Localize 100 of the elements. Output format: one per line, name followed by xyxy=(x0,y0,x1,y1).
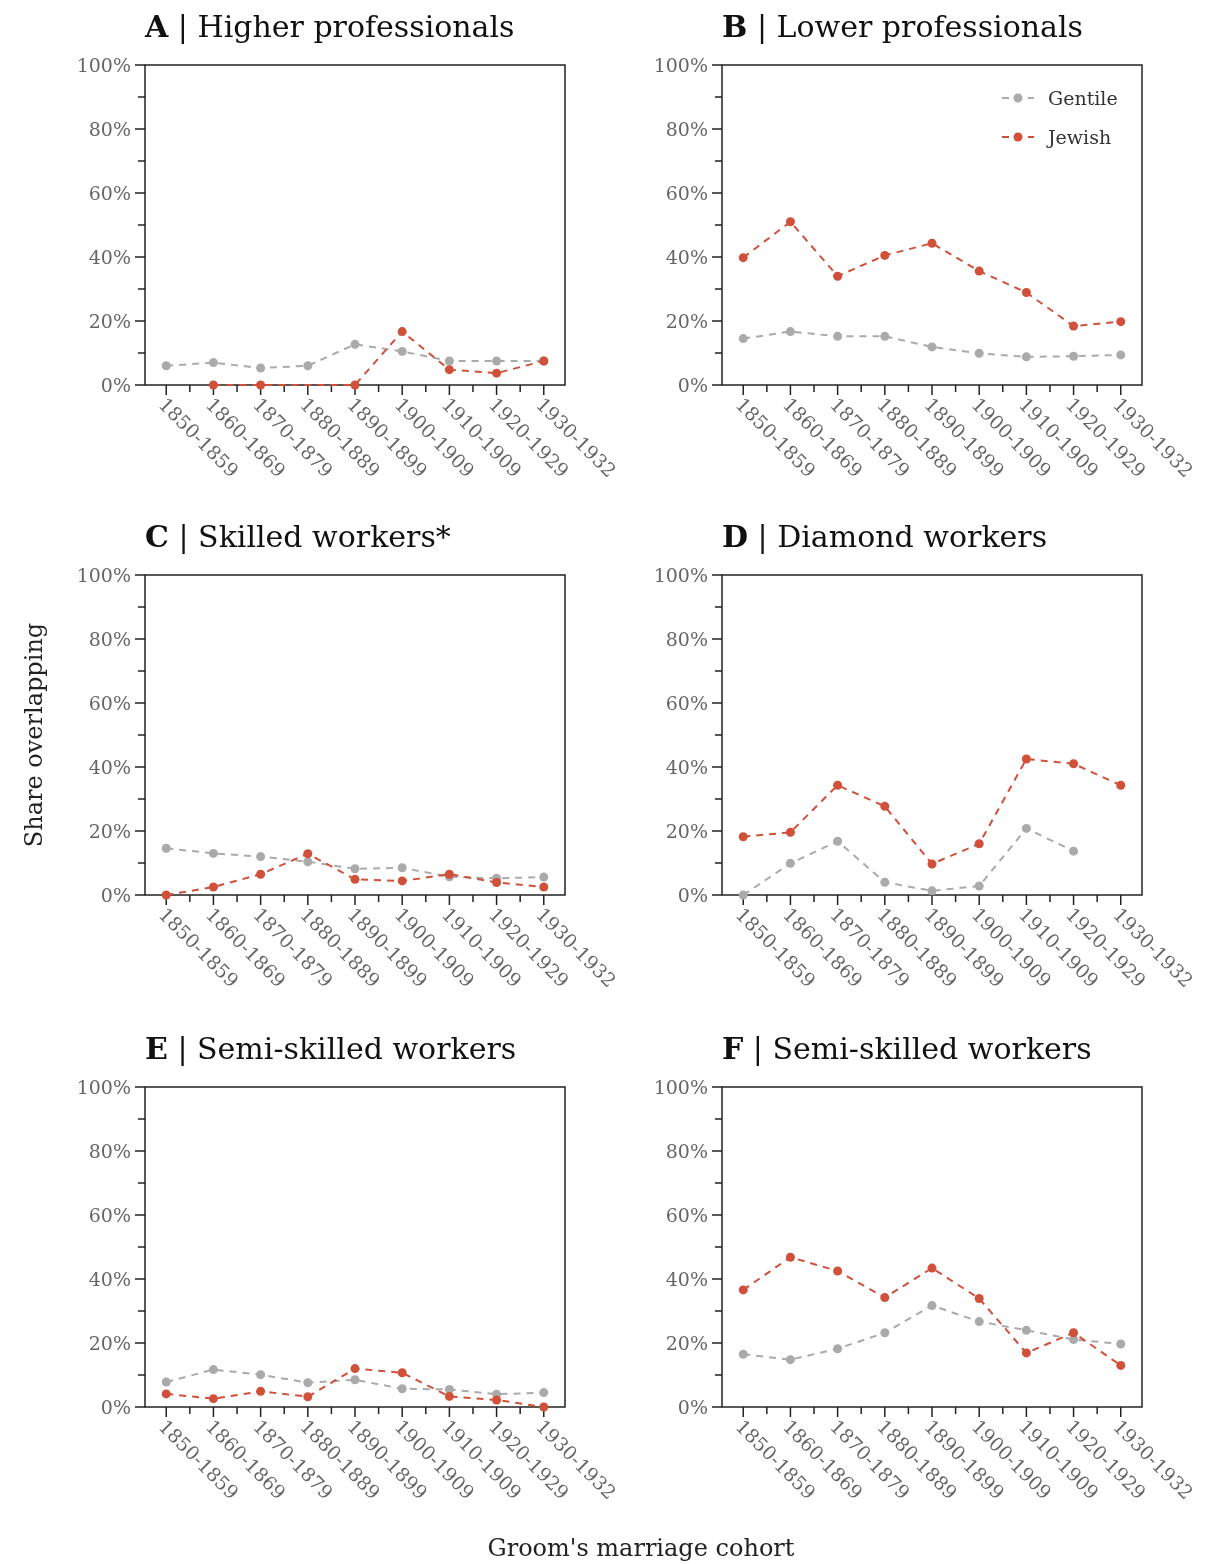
y-tick-label: 40% xyxy=(88,1267,131,1290)
point xyxy=(1021,1325,1031,1335)
point xyxy=(1069,321,1079,331)
y-tick-label: 80% xyxy=(665,1139,708,1162)
y-tick-label: 20% xyxy=(88,309,131,332)
chart-title: C | Skilled workers* xyxy=(145,519,451,554)
point xyxy=(1021,1348,1031,1358)
point xyxy=(397,863,407,873)
point xyxy=(256,363,266,373)
point xyxy=(738,334,748,344)
point xyxy=(785,1355,795,1365)
point xyxy=(161,890,171,900)
y-tick-label: 60% xyxy=(665,1203,708,1226)
point xyxy=(880,250,890,260)
point xyxy=(927,238,937,248)
point xyxy=(927,886,937,896)
point xyxy=(880,1293,890,1303)
point xyxy=(974,1317,984,1327)
point xyxy=(738,253,748,263)
point xyxy=(303,849,313,859)
y-axis-title: Share overlapping xyxy=(20,622,48,848)
point xyxy=(738,890,748,900)
point xyxy=(880,331,890,341)
y-tick-label: 80% xyxy=(665,117,708,140)
point xyxy=(927,859,937,869)
y-tick-label: 40% xyxy=(665,1267,708,1290)
point xyxy=(833,780,843,790)
point xyxy=(974,1294,984,1304)
point xyxy=(1069,759,1079,769)
point xyxy=(397,876,407,886)
y-tick-label: 20% xyxy=(665,1331,708,1354)
point xyxy=(303,857,313,867)
y-tick-label: 20% xyxy=(665,819,708,842)
y-tick-label: 100% xyxy=(76,53,131,76)
y-tick-label: 60% xyxy=(665,181,708,204)
point xyxy=(833,1266,843,1276)
point xyxy=(1021,352,1031,362)
y-tick-label: 100% xyxy=(653,563,708,586)
point xyxy=(1069,1328,1079,1338)
y-tick-label: 80% xyxy=(88,1139,131,1162)
point xyxy=(256,1386,266,1396)
y-tick-label: 40% xyxy=(88,245,131,268)
point xyxy=(350,874,360,884)
point xyxy=(785,327,795,337)
point xyxy=(833,836,843,846)
y-tick-label: 100% xyxy=(76,1075,131,1098)
point xyxy=(303,361,313,371)
point xyxy=(444,1391,454,1401)
point xyxy=(161,843,171,853)
point xyxy=(208,358,218,368)
y-tick-label: 100% xyxy=(653,53,708,76)
y-tick-label: 100% xyxy=(653,1075,708,1098)
point xyxy=(256,1370,266,1380)
y-tick-label: 80% xyxy=(665,627,708,650)
point xyxy=(1116,317,1126,327)
point xyxy=(492,356,502,366)
y-tick-label: 0% xyxy=(677,883,708,906)
point xyxy=(350,339,360,349)
point xyxy=(492,1395,502,1405)
point xyxy=(974,839,984,849)
point xyxy=(397,327,407,337)
point xyxy=(208,882,218,892)
y-tick-label: 100% xyxy=(76,563,131,586)
point xyxy=(1116,350,1126,360)
chart-title: B | Lower professionals xyxy=(722,9,1083,44)
point xyxy=(397,1368,407,1378)
point xyxy=(974,881,984,891)
legend-label: Gentile xyxy=(1048,86,1118,109)
point xyxy=(492,368,502,378)
point xyxy=(208,848,218,858)
point xyxy=(1021,288,1031,298)
point xyxy=(397,1384,407,1394)
y-tick-label: 40% xyxy=(665,755,708,778)
y-tick-label: 40% xyxy=(88,755,131,778)
point xyxy=(256,380,266,390)
point xyxy=(880,801,890,811)
chart-title: D | Diamond workers xyxy=(722,519,1048,554)
y-tick-label: 0% xyxy=(100,883,131,906)
y-tick-label: 60% xyxy=(88,1203,131,1226)
y-tick-label: 0% xyxy=(100,1395,131,1418)
point xyxy=(1069,351,1079,361)
point xyxy=(738,1349,748,1359)
chart-title: F | Semi-skilled workers xyxy=(722,1031,1092,1066)
point xyxy=(208,1394,218,1404)
point xyxy=(161,1377,171,1387)
chart-title: E | Semi-skilled workers xyxy=(145,1031,517,1066)
y-tick-label: 0% xyxy=(677,373,708,396)
point xyxy=(1069,846,1079,856)
point xyxy=(444,365,454,375)
point xyxy=(1021,754,1031,764)
point xyxy=(444,356,454,366)
point xyxy=(303,1392,313,1402)
y-tick-label: 60% xyxy=(665,691,708,714)
point xyxy=(397,346,407,356)
point xyxy=(350,1375,360,1385)
y-tick-label: 60% xyxy=(88,691,131,714)
point xyxy=(785,217,795,227)
point xyxy=(256,869,266,879)
point xyxy=(303,1378,313,1388)
point xyxy=(539,882,549,892)
